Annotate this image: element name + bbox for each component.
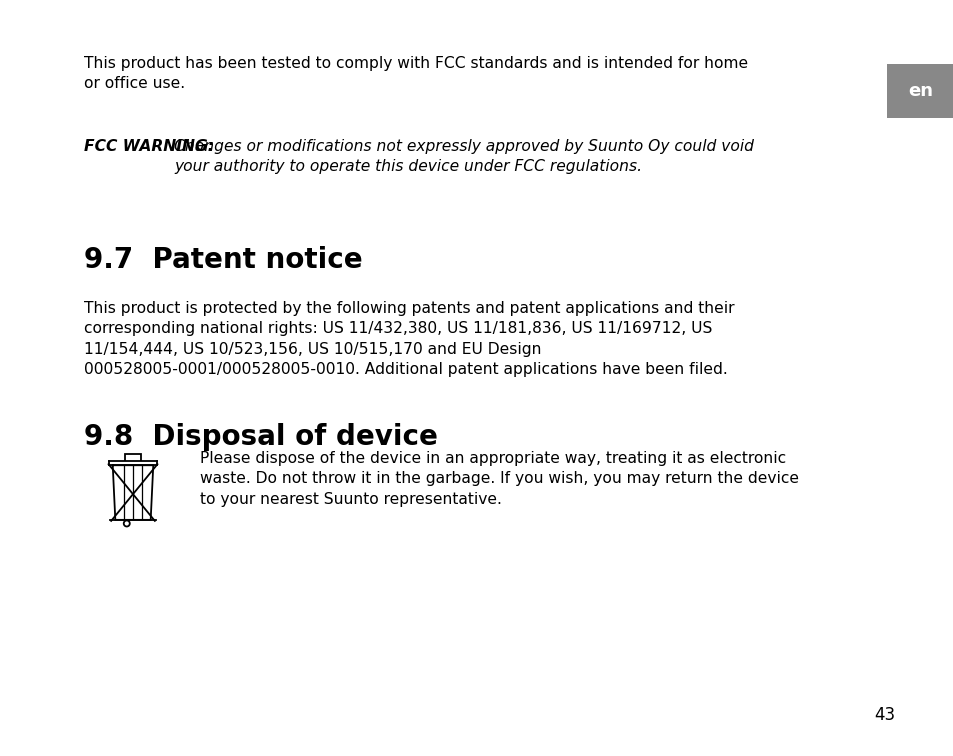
Text: Changes or modifications not expressly approved by Suunto Oy could void
your aut: Changes or modifications not expressly a…: [174, 139, 754, 175]
Text: en: en: [907, 82, 932, 100]
Text: This product is protected by the following patents and patent applications and t: This product is protected by the followi…: [84, 301, 734, 377]
Text: Please dispose of the device in an appropriate way, treating it as electronic
wa: Please dispose of the device in an appro…: [200, 451, 799, 507]
Text: FCC WARNING:: FCC WARNING:: [84, 139, 219, 154]
Text: 9.7  Patent notice: 9.7 Patent notice: [84, 246, 362, 274]
Text: 43: 43: [873, 706, 894, 724]
FancyBboxPatch shape: [886, 64, 953, 118]
Text: 9.8  Disposal of device: 9.8 Disposal of device: [84, 423, 437, 451]
Text: This product has been tested to comply with FCC standards and is intended for ho: This product has been tested to comply w…: [84, 56, 747, 91]
